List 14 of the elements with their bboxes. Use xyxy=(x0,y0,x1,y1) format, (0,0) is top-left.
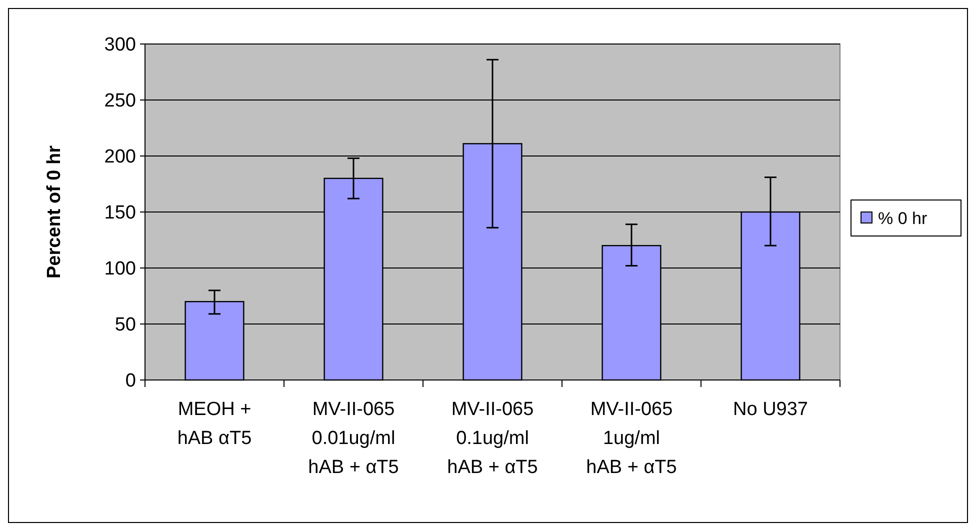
y-tick-label: 100 xyxy=(104,258,136,280)
y-tick-label: 250 xyxy=(104,90,136,112)
y-tick-label: 300 xyxy=(104,34,136,56)
y-tick-label: 200 xyxy=(104,146,136,168)
y-tick-label: 50 xyxy=(114,314,136,336)
y-tick-label: 150 xyxy=(104,202,136,224)
x-tick-label: MV-II-065 1ug/ml hAB + αT5 xyxy=(586,399,677,478)
x-tick-label: No U937 xyxy=(733,399,808,420)
x-tick-label: MV-II-065 0.01ug/ml hAB + αT5 xyxy=(308,399,399,478)
x-tick-label: MV-II-065 0.1ug/ml hAB + αT5 xyxy=(447,399,538,478)
x-tick-label: MEOH + hAB αT5 xyxy=(177,399,252,449)
y-tick-label: 0 xyxy=(125,370,136,392)
y-axis-title: Percent of 0 hr xyxy=(44,144,65,279)
legend-label: % 0 hr xyxy=(878,208,928,228)
